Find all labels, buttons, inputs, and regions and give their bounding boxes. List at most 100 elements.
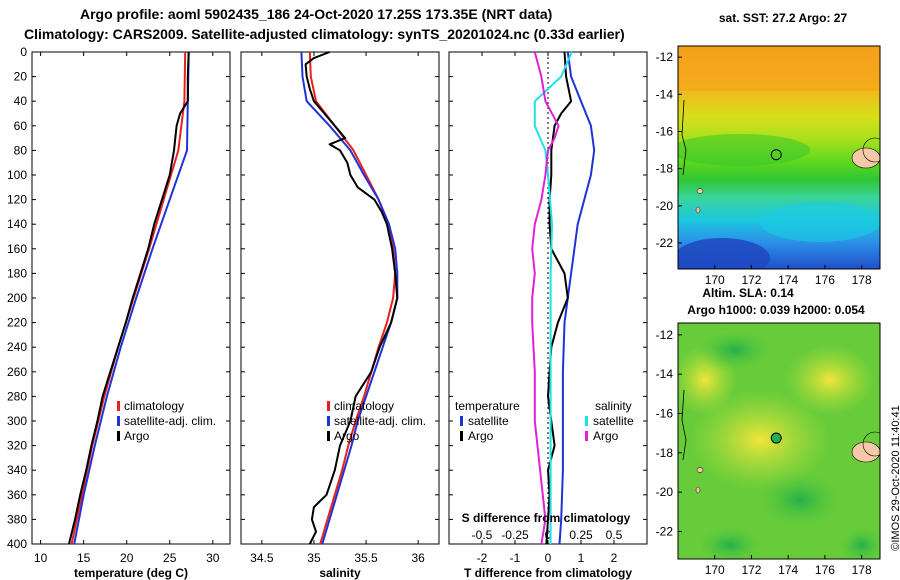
temperature-plot: 10 15 20 25 30 <box>34 51 220 565</box>
watermark-text: ©IMOS 29-Oct-2020 11:40:41 <box>890 405 900 551</box>
legend-label-climatology: climatology <box>334 399 394 413</box>
island-icon <box>695 206 701 214</box>
x-tick-label: 35 <box>307 551 321 565</box>
depth-tick-label: 20 <box>14 70 28 84</box>
x-tick-label: 2 <box>611 551 618 565</box>
depth-tick-label: 60 <box>14 119 28 133</box>
lat-tick-label: -22 <box>656 524 674 538</box>
lat-tick-label: -12 <box>656 328 674 342</box>
lon-tick-label: 174 <box>778 273 798 287</box>
legend-swatch-argo <box>327 431 330 441</box>
series-line-argo <box>68 51 190 545</box>
title-line-2: Climatology: CARS2009. Satellite-adjuste… <box>24 26 625 42</box>
coastline <box>681 99 687 176</box>
legend-swatch-argo <box>117 431 120 441</box>
legend-heading-temperature: temperature <box>455 399 520 413</box>
series-line-t-satellite <box>558 51 596 545</box>
lon-tick-label: 176 <box>815 273 835 287</box>
island-icon <box>696 188 704 194</box>
sst-blue-patch <box>678 238 770 269</box>
x-tick-label: 36 <box>411 551 425 565</box>
depth-tick-label: 280 <box>7 389 27 403</box>
s-tick-label: -0.5 <box>472 528 493 542</box>
legend-label-argo: Argo <box>334 429 360 443</box>
sla-map: Altim. SLA: 0.14 Argo h1000: 0.039 h2000… <box>656 286 881 577</box>
s-tick-label: 0.5 <box>606 528 623 542</box>
x-tick-label: -2 <box>477 551 488 565</box>
depth-tick-label: 180 <box>7 266 27 280</box>
depth-tick-label: 300 <box>7 414 27 428</box>
s-tick-label: -0.25 <box>501 528 529 542</box>
x-tick-label: 35.5 <box>354 551 378 565</box>
s-tick-label: 0.25 <box>569 528 593 542</box>
depth-axis: 0 20 40 60 80 100 120 140 160 180 200 220 240 260 280 3… <box>7 45 647 551</box>
legend-swatch-climatology <box>117 401 120 411</box>
t-difference-axis-label: T difference from climatology <box>464 566 632 580</box>
difference-plot: -2 -1 0 1 2 -0.5 -0.25 0 0.25 0.5 <box>472 51 623 565</box>
depth-tick-label: 380 <box>7 512 27 526</box>
lat-tick-label: -20 <box>656 485 674 499</box>
depth-tick-label: 80 <box>14 143 28 157</box>
lat-tick-label: -20 <box>656 199 674 213</box>
sst-green-patch <box>678 134 810 166</box>
depth-tick-label: 340 <box>7 463 27 477</box>
salinity-panel-frame <box>240 51 440 545</box>
sst-map-title: sat. SST: 27.2 Argo: 27 <box>719 11 848 25</box>
sst-map: sat. SST: 27.2 Argo: 27 170 172 174 176 178 -… <box>656 11 881 287</box>
sst-map-axes: 170 172 174 176 178 -12 -14 -16 -18 -20 -22 <box>656 50 872 287</box>
legend-label-climatology: climatology <box>124 399 184 413</box>
sla-low-patch <box>755 470 845 530</box>
legend-swatch-s-satellite <box>585 416 588 426</box>
legend-swatch-t-satellite <box>460 416 463 426</box>
argo-position-marker <box>770 149 782 161</box>
sst-warm-band <box>678 46 880 91</box>
s-difference-axis-label: S difference from climatology <box>462 511 631 525</box>
x-tick-label: 0 <box>545 551 552 565</box>
temperature-panel-frame <box>31 51 231 545</box>
legend-label-s-satellite: satellite <box>593 414 634 428</box>
depth-tick-label: 160 <box>7 242 27 256</box>
lat-tick-label: -22 <box>656 236 674 250</box>
x-tick-label: 20 <box>120 551 134 565</box>
series-line-argo <box>304 51 399 545</box>
sla-low-patch <box>695 328 775 372</box>
sst-map-frame <box>677 45 881 270</box>
x-tick-label: 34.5 <box>250 551 274 565</box>
lat-tick-label: -14 <box>656 367 674 381</box>
difference-legend: temperature salinity satellite Argo sate… <box>455 399 634 443</box>
coastline <box>681 389 687 461</box>
sla-map-frame <box>677 322 881 560</box>
depth-tick-label: 140 <box>7 217 27 231</box>
depth-tick-label: 360 <box>7 488 27 502</box>
depth-tick-label: 260 <box>7 365 27 379</box>
lon-tick-label: 174 <box>778 563 798 577</box>
coast-contour <box>862 137 880 163</box>
sla-map-subtitle: Argo h1000: 0.039 h2000: 0.054 <box>687 303 865 317</box>
lat-tick-label: -18 <box>656 162 674 176</box>
depth-tick-label: 120 <box>7 193 27 207</box>
depth-tick-label: 240 <box>7 340 27 354</box>
lat-tick-label: -16 <box>656 406 674 420</box>
lon-tick-label: 178 <box>852 563 872 577</box>
legend-swatch-s-argo <box>585 431 588 441</box>
sla-low-patch <box>695 525 765 559</box>
island-icon <box>695 486 701 494</box>
lon-tick-label: 170 <box>705 563 725 577</box>
series-line-s-satellite <box>533 51 573 544</box>
salinity-plot: 34.5 35 35.5 36 <box>250 51 425 565</box>
sst-cyan-patch <box>760 202 880 242</box>
depth-tick-label: 400 <box>7 537 27 551</box>
salinity-axis-label: salinity <box>319 566 361 580</box>
legend-label-s-argo: Argo <box>593 429 619 443</box>
series-line-satellite-adj-clim- <box>300 51 399 545</box>
legend-label-argo: Argo <box>124 429 150 443</box>
lat-tick-label: -12 <box>656 50 674 64</box>
title-line-1: Argo profile: aoml 5902435_186 24-Oct-20… <box>80 6 553 22</box>
lat-tick-label: -14 <box>656 87 674 101</box>
legend-label-satellite: satellite-adj. clim. <box>334 414 426 428</box>
salinity-legend: climatology satellite-adj. clim. Argo <box>327 399 426 443</box>
lat-tick-label: -16 <box>656 124 674 138</box>
x-tick-label: 10 <box>34 551 48 565</box>
coast-contour <box>862 431 880 457</box>
depth-tick-label: 0 <box>20 45 27 59</box>
